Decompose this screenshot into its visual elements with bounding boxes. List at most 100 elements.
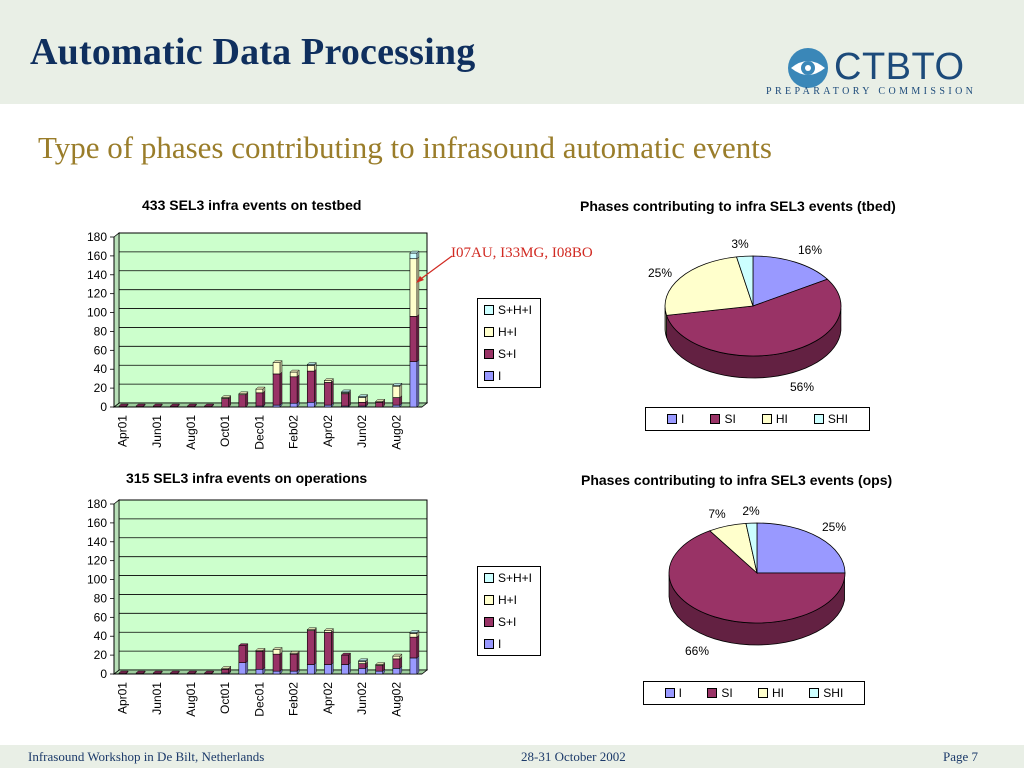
pie-legend-i: I <box>664 686 682 700</box>
legend-item-si: S+I <box>484 615 516 629</box>
footer-page: Page 7 <box>943 749 979 764</box>
bar-HI-Sep02 <box>409 633 418 638</box>
bar-SI-Feb02 <box>289 653 298 672</box>
bar-top-Jan02 <box>272 647 283 650</box>
bar-top-Aug01 <box>187 670 197 674</box>
bar-HI-Apr02 <box>324 380 332 383</box>
y-tick-label: 40 <box>94 362 108 376</box>
ctbto-logo: CTBTO PREPARATORY COMMISSION <box>766 44 976 104</box>
y-tick-label: 160 <box>87 249 107 263</box>
bar-top-Jul01 <box>169 403 180 407</box>
bar-SI-May02 <box>341 654 349 665</box>
y-tick-label: 160 <box>87 516 107 530</box>
pie-slice-SI <box>668 530 846 624</box>
bar-top-Sep02 <box>409 250 420 254</box>
bar-I-Dec01 <box>255 668 264 675</box>
bar-top-Sep02 <box>409 630 420 633</box>
y-tick-label: 140 <box>87 535 107 549</box>
legend-item-shi: S+H+I <box>484 303 532 317</box>
pie-value-label: 2% <box>742 504 760 518</box>
pie-value-label: 3% <box>731 237 749 251</box>
bar-side-Feb02 <box>296 651 300 672</box>
bar-SI-Jan02 <box>272 653 281 672</box>
y-tick-label: 80 <box>94 591 108 605</box>
bar-I-Mar02 <box>306 664 315 675</box>
bar-SI-Feb02 <box>289 376 298 404</box>
bar-top-Dec01 <box>255 648 266 651</box>
bar-I-Sep02 <box>409 361 418 408</box>
pie-chart-tbed: 16% 56% 25% 3% <box>648 237 842 394</box>
bar-top-Sep01 <box>204 403 215 407</box>
y-tick-label: 20 <box>94 648 108 662</box>
y-tick-label: 120 <box>87 554 107 568</box>
pie-chart-ops-title: Phases contributing to infra SEL3 events… <box>581 472 893 488</box>
footer-date: 28-31 October 2002 <box>521 749 626 764</box>
bar-HI-Mar02 <box>306 365 315 372</box>
bar-top-Jun01 <box>152 403 163 407</box>
bar-I-Feb02 <box>289 670 298 675</box>
plot-side-wall <box>113 499 120 675</box>
pie-slice-I <box>752 255 829 307</box>
plot-side-wall <box>113 232 120 408</box>
legend-item-i: I <box>484 369 501 383</box>
bar-I-Aug02 <box>392 668 401 675</box>
pie-chart-ops: 25% 66% 7% 2% <box>668 504 846 658</box>
bar-HI-Feb02 <box>289 371 298 378</box>
x-tick-label: Feb02 <box>287 415 301 449</box>
pie-slice-HI <box>664 256 754 316</box>
pie-value-label: 25% <box>648 266 672 280</box>
bar-top-Oct01 <box>221 395 232 398</box>
bar-I-Feb02 <box>289 402 298 408</box>
bar-chart-ops-title: 315 SEL3 infra events on operations <box>126 470 368 486</box>
bar-SI-Mar02 <box>306 370 315 403</box>
bar-SI-Dec01 <box>255 651 264 670</box>
x-tick-label: Apr01 <box>116 682 130 714</box>
x-tick-label: Dec01 <box>252 415 266 450</box>
x-tick-label: Aug02 <box>389 415 403 450</box>
bar-top-Nov01 <box>238 391 249 394</box>
bar-I-Sep02 <box>409 657 418 675</box>
x-tick-label: Aug01 <box>184 682 198 717</box>
bar-SI-Dec01 <box>255 392 264 407</box>
plot-area <box>118 499 428 671</box>
bar-SI-Sep02 <box>409 316 418 362</box>
slide-subtitle: Type of phases contributing to infrasoun… <box>38 130 772 165</box>
x-tick-label: Oct01 <box>218 682 232 714</box>
pie-slice-SI <box>666 278 842 357</box>
bar-top-May02 <box>341 652 351 656</box>
bar-I-Jan02 <box>272 670 281 675</box>
bar-top-May01 <box>135 670 146 674</box>
station-annotation: I07AU, I33MG, I08BO <box>451 245 593 261</box>
bar-HI-Aug02 <box>392 655 401 660</box>
legend-item-shi: S+H+I <box>484 571 532 585</box>
bar-SI-Apr02 <box>324 382 332 406</box>
bar-SI-Nov01 <box>238 394 247 408</box>
footer-bar: Infrasound Workshop in De Bilt, Netherla… <box>0 745 1024 768</box>
bar-side-Nov01 <box>245 660 249 675</box>
bar-top-Mar02 <box>306 362 317 365</box>
bar-HI-Dec01 <box>255 388 264 394</box>
bar-top-Jul02 <box>375 662 386 665</box>
bar-HI-Jan02 <box>272 362 281 375</box>
bar-top-Jun01 <box>152 670 163 674</box>
pie-value-label: 16% <box>798 243 822 257</box>
y-tick-label: 0 <box>100 667 107 681</box>
pie-legend-shi: SHI <box>813 412 848 426</box>
x-tick-label: Oct01 <box>218 415 232 447</box>
bar-top-Jun02 <box>358 394 369 397</box>
bar-top-May02 <box>341 389 351 393</box>
bar-side-Dec01 <box>262 648 266 670</box>
bar-top-Aug02 <box>392 653 403 657</box>
bar-chart-testbed: 0 20 40 60 80 100 120 140 160 180 Apr01 Jun01 Aug01 O… <box>87 230 429 450</box>
bar-top-Oct01 <box>221 666 232 669</box>
bar-top-Feb02 <box>289 369 300 373</box>
bar-chart-ops: 0 20 40 60 80 100 120 140 160 180 Apr01 Jun01 Aug01 O… <box>87 497 429 717</box>
bar-side-Apr02 <box>331 379 334 406</box>
bar-chart-testbed-legend: S+H+I H+I S+I I <box>477 298 541 388</box>
y-tick-label: 100 <box>87 306 107 320</box>
bar-side-Sep02 <box>416 359 420 408</box>
bar-I-Jul02 <box>375 670 384 675</box>
pie-value-label: 66% <box>685 644 709 658</box>
pie-value-label: 56% <box>790 380 814 394</box>
y-tick-label: 60 <box>94 610 108 624</box>
